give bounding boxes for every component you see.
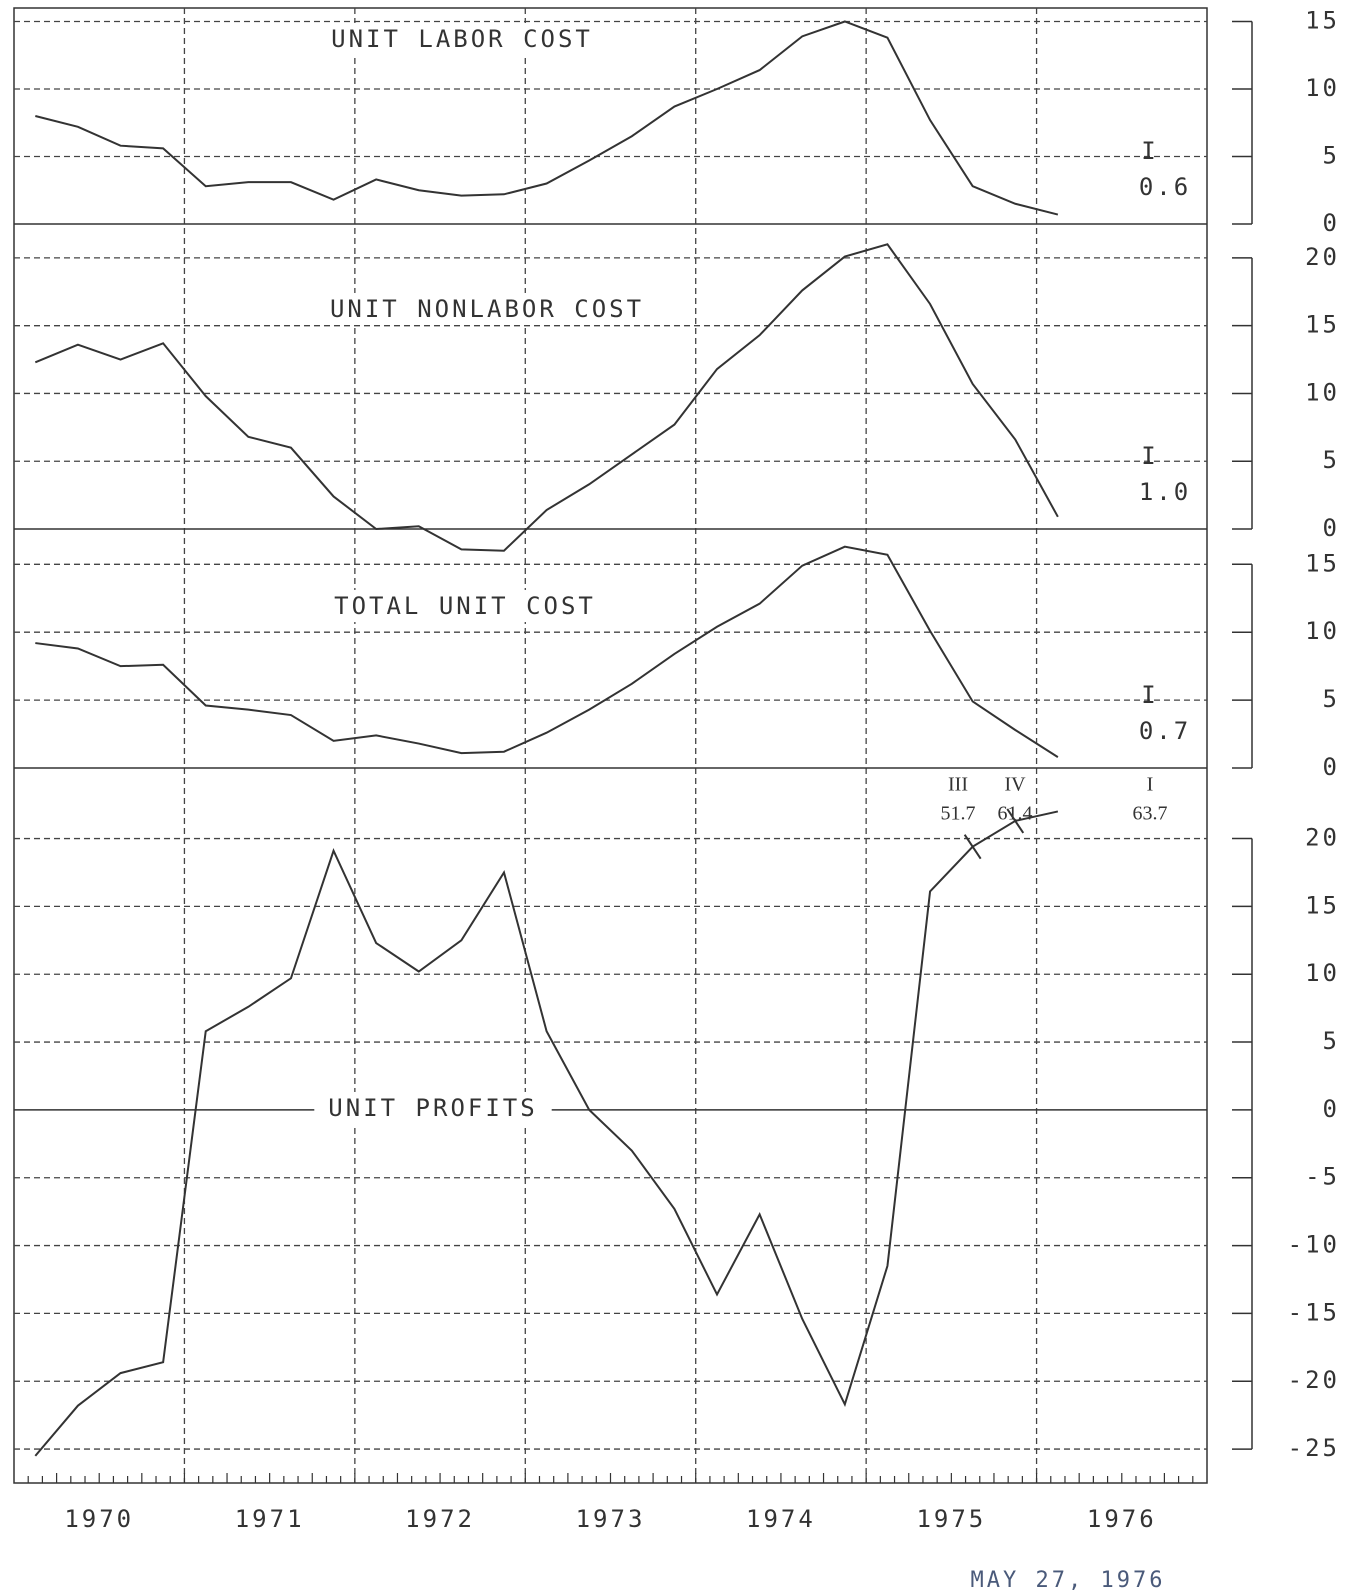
y-tick-label: 15 — [1305, 549, 1340, 577]
x-tick-label: 1970 — [64, 1505, 134, 1533]
y-tick-label: 5 — [1323, 685, 1340, 713]
y-tick-label: 10 — [1305, 959, 1340, 987]
panel-title: UNIT PROFITS — [328, 1094, 537, 1122]
quarter-marker — [1006, 808, 1025, 834]
series-line — [35, 20, 1059, 216]
annotation-value: 63.7 — [1133, 803, 1168, 825]
y-tick-label: 20 — [1305, 824, 1340, 852]
y-tick-label: 5 — [1323, 446, 1340, 474]
title-background — [317, 23, 607, 55]
annotation-value: 0.7 — [1139, 717, 1191, 745]
series-line — [34, 243, 1059, 552]
x-tick-label: 1973 — [576, 1505, 646, 1533]
y-tick-label: 10 — [1305, 617, 1340, 645]
y-tick-label: 5 — [1323, 1027, 1340, 1055]
y-tick-label: 0 — [1323, 514, 1340, 542]
y-tick-label: -5 — [1305, 1163, 1340, 1191]
annotation-value: 61.4 — [998, 803, 1033, 825]
y-tick-label: 0 — [1323, 753, 1340, 781]
annotation-quarter: I — [1141, 137, 1158, 165]
y-tick-label: -20 — [1288, 1366, 1340, 1394]
grid-layer — [14, 8, 1207, 1483]
y-tick-label: -10 — [1288, 1231, 1340, 1259]
plot-frame — [13, 7, 1208, 1484]
panel-title: UNIT LABOR COST — [331, 25, 593, 53]
y-tick-label: 0 — [1323, 1095, 1340, 1123]
y-tick-label: -15 — [1288, 1298, 1340, 1326]
title-background — [320, 590, 610, 622]
annotation-value: 51.7 — [941, 803, 976, 825]
annotation-quarter: III — [948, 774, 968, 796]
x-tick-label: 1976 — [1087, 1505, 1157, 1533]
y-tick-label: 15 — [1305, 311, 1340, 339]
quarter-marker — [963, 834, 982, 860]
y-tick-label: 10 — [1305, 74, 1340, 102]
y-tick-label: 5 — [1323, 142, 1340, 170]
y-tick-label: 0 — [1323, 209, 1340, 237]
y-tick-label: 20 — [1305, 243, 1340, 271]
y-tick-label: -25 — [1288, 1434, 1340, 1462]
annotation-quarter: I — [1147, 774, 1154, 796]
panel-title: UNIT NONLABOR COST — [330, 295, 644, 323]
y-tick-label: 15 — [1305, 891, 1340, 919]
y-tick-label: 10 — [1305, 378, 1340, 406]
annotation-quarter: IV — [1004, 774, 1026, 796]
y-tick-label: 15 — [1305, 7, 1340, 35]
x-tick-label: 1972 — [405, 1505, 475, 1533]
panel-title: TOTAL UNIT COST — [334, 592, 596, 620]
annotation-quarter: I — [1141, 442, 1158, 470]
annotation-value: 0.6 — [1139, 173, 1191, 201]
x-tick-label: 1975 — [916, 1505, 986, 1533]
title-background — [314, 1092, 552, 1124]
x-tick-label: 1971 — [235, 1505, 305, 1533]
annotation-value: 1.0 — [1139, 478, 1191, 506]
title-background — [315, 293, 659, 325]
series-line — [35, 545, 1059, 758]
annotation-quarter: I — [1141, 681, 1158, 709]
x-tick-label: 1974 — [746, 1505, 816, 1533]
series-line — [34, 810, 1059, 1457]
date: MAY 27, 1976 — [971, 1568, 1166, 1593]
